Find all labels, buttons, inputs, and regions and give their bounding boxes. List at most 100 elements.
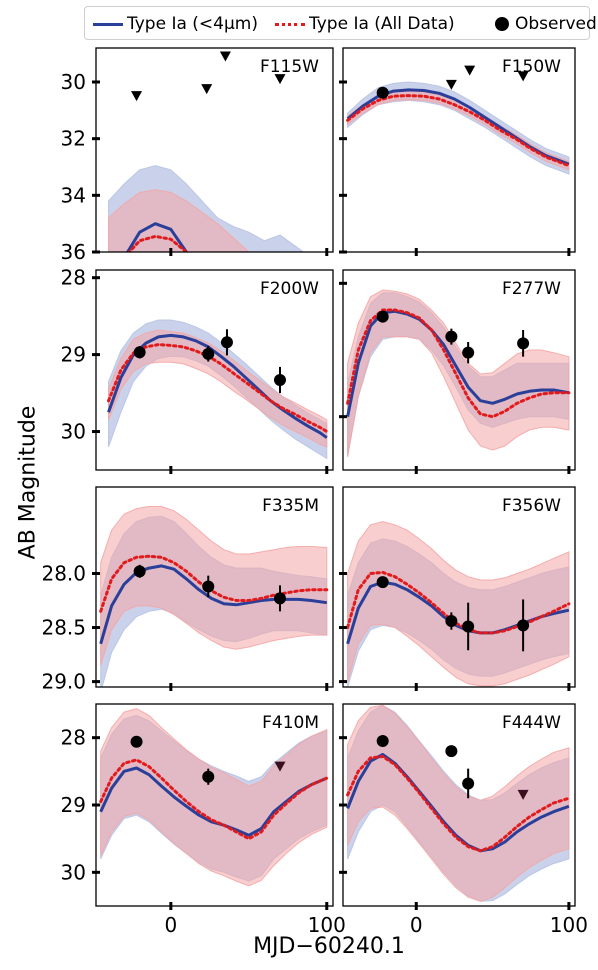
y-tick-label: 28 (61, 726, 86, 750)
panel-plot-area (99, 708, 329, 887)
observed-point (445, 615, 458, 628)
panel-frame (342, 269, 576, 471)
y-tick-label: 34 (61, 183, 86, 207)
panel-f410m: 0 100 28 29 30 F410M (61, 703, 346, 937)
panel-title: F277W (502, 279, 561, 299)
red-model-line (99, 758, 329, 841)
panel-f444w: 0 100 F444W (339, 703, 588, 937)
observed-point (376, 576, 389, 589)
y-tick-label: 29 (61, 343, 86, 367)
red-uncertainty-band (347, 289, 570, 457)
observed-point (445, 330, 458, 343)
upper-limit-marker (219, 51, 231, 62)
panel-plot-area (108, 51, 305, 252)
panel-plot-area (99, 506, 329, 687)
panel-frame (95, 269, 334, 471)
observed-point (376, 86, 389, 99)
red-model-line (346, 755, 571, 853)
x-tick-label: 100 (308, 913, 346, 937)
observed-point (220, 336, 233, 349)
panel-plot-area (346, 289, 571, 457)
panel-f115w: 30 32 34 36 F115W (61, 47, 334, 264)
red-uncertainty-band (347, 704, 570, 902)
panel-plot-area (346, 704, 571, 902)
y-tick-label: 28 (61, 266, 86, 290)
upper-limit-marker (517, 789, 529, 800)
observed-point (133, 565, 146, 578)
red-uncertainty-band (347, 521, 570, 687)
upper-limit-marker (445, 79, 457, 90)
panel-title: F115W (260, 57, 319, 77)
y-tick-label: 30 (61, 860, 86, 884)
observed-point (462, 346, 475, 359)
observed-point (517, 619, 530, 632)
panel-plot-area (107, 319, 329, 460)
panel-title: F410M (262, 713, 319, 733)
panel-plot-area (346, 65, 571, 175)
observed-point (462, 777, 475, 790)
panel-plot-area (346, 521, 571, 687)
y-tick-label: 30 (61, 420, 86, 444)
observed-point (445, 745, 458, 758)
legend-label-type-ia-lt4: Type Ia (<4μm) (127, 14, 258, 34)
upper-limit-marker (274, 74, 286, 85)
observed-point (273, 592, 286, 605)
panel-f335m: 28.0 28.5 29.0 F335M (41, 486, 334, 694)
upper-limit-marker (201, 84, 213, 95)
observed-point (202, 580, 215, 593)
upper-limit-marker (274, 761, 286, 772)
panel-frame (95, 486, 334, 688)
upper-limit-marker (517, 71, 529, 82)
x-tick-label: 0 (410, 913, 423, 937)
x-tick-label: 100 (550, 913, 588, 937)
observed-point (462, 620, 475, 633)
x-tick-label: 0 (164, 913, 177, 937)
panel-f200w: 28 29 30 F200W (61, 266, 334, 474)
observed-point (517, 337, 530, 350)
legend-red-swatch (275, 23, 305, 26)
panel-title: F356W (502, 496, 561, 516)
y-tick-label: 36 (61, 240, 86, 264)
panel-title: F444W (502, 713, 561, 733)
panel-title: F200W (260, 279, 319, 299)
observed-point (273, 374, 286, 386)
observed-point (202, 770, 215, 783)
panel-title: F335M (262, 496, 319, 516)
observed-point (133, 346, 146, 359)
blue-model-line (107, 333, 328, 439)
panel-f277w: F277W (339, 269, 576, 474)
red-model-line (107, 343, 329, 433)
red-model-line (346, 94, 571, 168)
y-tick-label: 28.0 (41, 561, 86, 585)
panel-frame (95, 47, 334, 253)
legend-label-type-ia-all: Type Ia (All Data) (309, 14, 455, 34)
legend-blue-swatch (93, 23, 123, 26)
observed-point (130, 735, 143, 748)
panel-title: F150W (502, 57, 561, 77)
y-tick-label: 32 (61, 127, 86, 151)
red-uncertainty-band (108, 189, 250, 252)
blue-model-line (99, 766, 328, 837)
legend-observed-marker (495, 17, 509, 31)
panel-f150w: F150W (339, 47, 576, 256)
panel-frame (342, 486, 576, 688)
blue-model-line (125, 222, 188, 252)
upper-limit-marker (131, 91, 143, 102)
y-tick-label: 28.5 (41, 616, 86, 640)
y-tick-label: 29.0 (41, 670, 86, 694)
red-model-line (127, 234, 189, 252)
legend-label-observed: Observed (515, 14, 597, 34)
observed-point (376, 735, 389, 748)
observed-point (202, 347, 215, 360)
upper-limit-marker (464, 65, 476, 76)
red-uncertainty-band (100, 708, 328, 887)
y-tick-label: 30 (61, 70, 86, 94)
y-axis-label: AB Magnitude (15, 405, 41, 560)
red-model-line (346, 308, 571, 419)
panel-frame (342, 47, 576, 253)
y-tick-label: 29 (61, 793, 86, 817)
red-uncertainty-band (108, 329, 328, 448)
legend: Type Ia (<4μm) Type Ia (All Data) Observ… (84, 6, 597, 40)
x-axis-label: MJD−60240.1 (253, 934, 405, 959)
